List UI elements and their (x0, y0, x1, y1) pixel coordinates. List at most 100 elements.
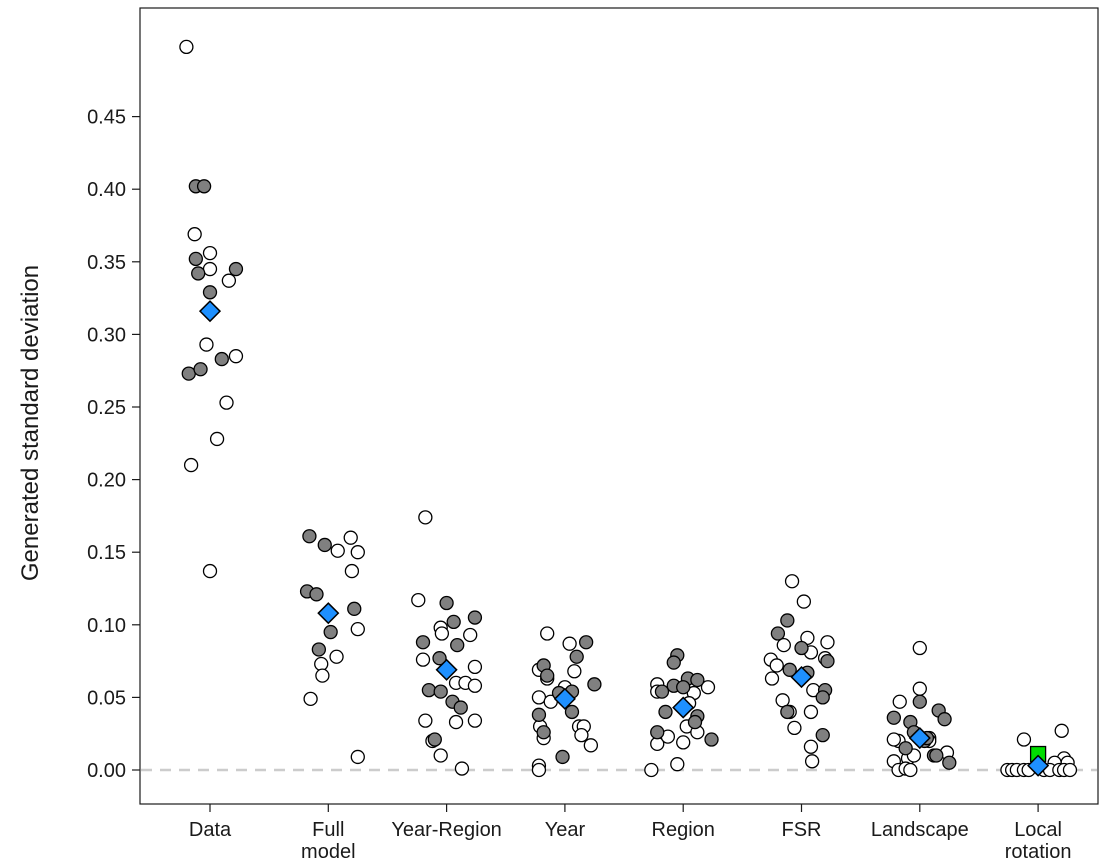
filled-point (942, 755, 957, 770)
y-tick-label: 0.15 (87, 542, 126, 564)
filled-point (317, 537, 332, 553)
filled-point (531, 707, 547, 722)
open-point (912, 681, 927, 696)
open-point (776, 637, 791, 653)
filled-point (704, 732, 719, 747)
x-tick-label: Year (545, 819, 586, 841)
open-point (343, 530, 358, 545)
plot-frame (139, 7, 1099, 805)
filled-point (196, 179, 212, 194)
open-point (350, 749, 365, 765)
open-point (784, 574, 800, 589)
open-point (415, 652, 431, 667)
open-point (411, 592, 426, 608)
open-point (344, 563, 360, 579)
filled-point (815, 728, 830, 743)
filled-point (815, 690, 830, 705)
mean-diamond (672, 696, 695, 719)
open-point (769, 658, 784, 673)
open-point (670, 757, 685, 772)
open-point (892, 694, 907, 709)
open-point (803, 704, 819, 720)
x-tick-label: Year-Region (391, 819, 501, 841)
filled-point (311, 642, 327, 657)
mean-markers (198, 300, 1050, 777)
open-point (467, 659, 483, 675)
open-point (796, 594, 812, 609)
open-point (467, 713, 483, 728)
filled-point (453, 700, 468, 715)
filled-point (432, 651, 447, 666)
x-tick-label: Landscape (871, 819, 969, 841)
y-tick-label: 0.10 (87, 615, 126, 637)
filled-point (193, 362, 208, 377)
filled-point (421, 682, 437, 698)
open-point (1016, 732, 1032, 747)
open-point (804, 754, 820, 769)
filled-point (214, 351, 229, 367)
open-point (531, 690, 547, 705)
mean-diamond (553, 687, 576, 710)
mean-diamond (317, 602, 340, 625)
filled-point (202, 285, 218, 300)
filled-point (555, 749, 570, 765)
open-point (228, 349, 244, 364)
y-tick-label: 0.05 (87, 687, 126, 709)
mean-diamond (1027, 754, 1050, 777)
x-tick-label: Full model (301, 819, 355, 863)
open-point (202, 563, 218, 579)
y-tick-label: 0.20 (87, 470, 126, 492)
filled-point (654, 684, 670, 699)
filled-point (794, 640, 809, 656)
filled-point (820, 653, 835, 669)
open-point (700, 680, 716, 695)
x-tick-label: FSR (782, 819, 822, 841)
filled-point (912, 694, 927, 709)
open-point (764, 671, 780, 686)
open-point (202, 245, 218, 261)
filled-point (578, 635, 594, 650)
open-point (303, 691, 318, 707)
filled-point (427, 732, 442, 747)
open-point (467, 678, 483, 693)
x-tick-label: Data (189, 819, 232, 841)
y-tick-label: 0.00 (87, 760, 126, 782)
open-point (418, 510, 433, 525)
filled-point (690, 672, 705, 688)
open-point (574, 728, 589, 743)
filled-point (467, 610, 483, 625)
filled-point (658, 704, 673, 720)
filled-point (439, 595, 454, 611)
open-point (183, 457, 199, 473)
open-point (787, 720, 802, 736)
open-point (330, 543, 345, 558)
filled-point (564, 704, 580, 720)
filled-point (587, 677, 602, 692)
filled-point (536, 725, 551, 740)
filled-point (687, 714, 703, 730)
mean-diamond (198, 300, 222, 323)
open-point (315, 668, 330, 683)
y-tick-label: 0.35 (87, 252, 126, 274)
x-axis: Data Full model Year-Region Year Region FSR Lan… (189, 804, 1071, 863)
open-point (562, 636, 577, 651)
filled-point (302, 529, 317, 544)
filled-point (898, 741, 913, 756)
open-point (199, 337, 214, 352)
filled-point (780, 704, 795, 720)
filled-point (780, 613, 795, 628)
open-point (329, 649, 344, 664)
open-point (179, 39, 194, 55)
open-point (803, 739, 819, 754)
filled-point (666, 655, 681, 670)
filled-point (323, 624, 338, 640)
filled-point (569, 649, 584, 664)
open-point (583, 738, 599, 753)
open-point (221, 273, 237, 288)
filled-point (450, 637, 465, 653)
open-point (463, 627, 478, 643)
filled-point (770, 626, 786, 641)
open-point (314, 656, 329, 672)
filled-point (886, 710, 901, 725)
open-point (219, 395, 234, 410)
